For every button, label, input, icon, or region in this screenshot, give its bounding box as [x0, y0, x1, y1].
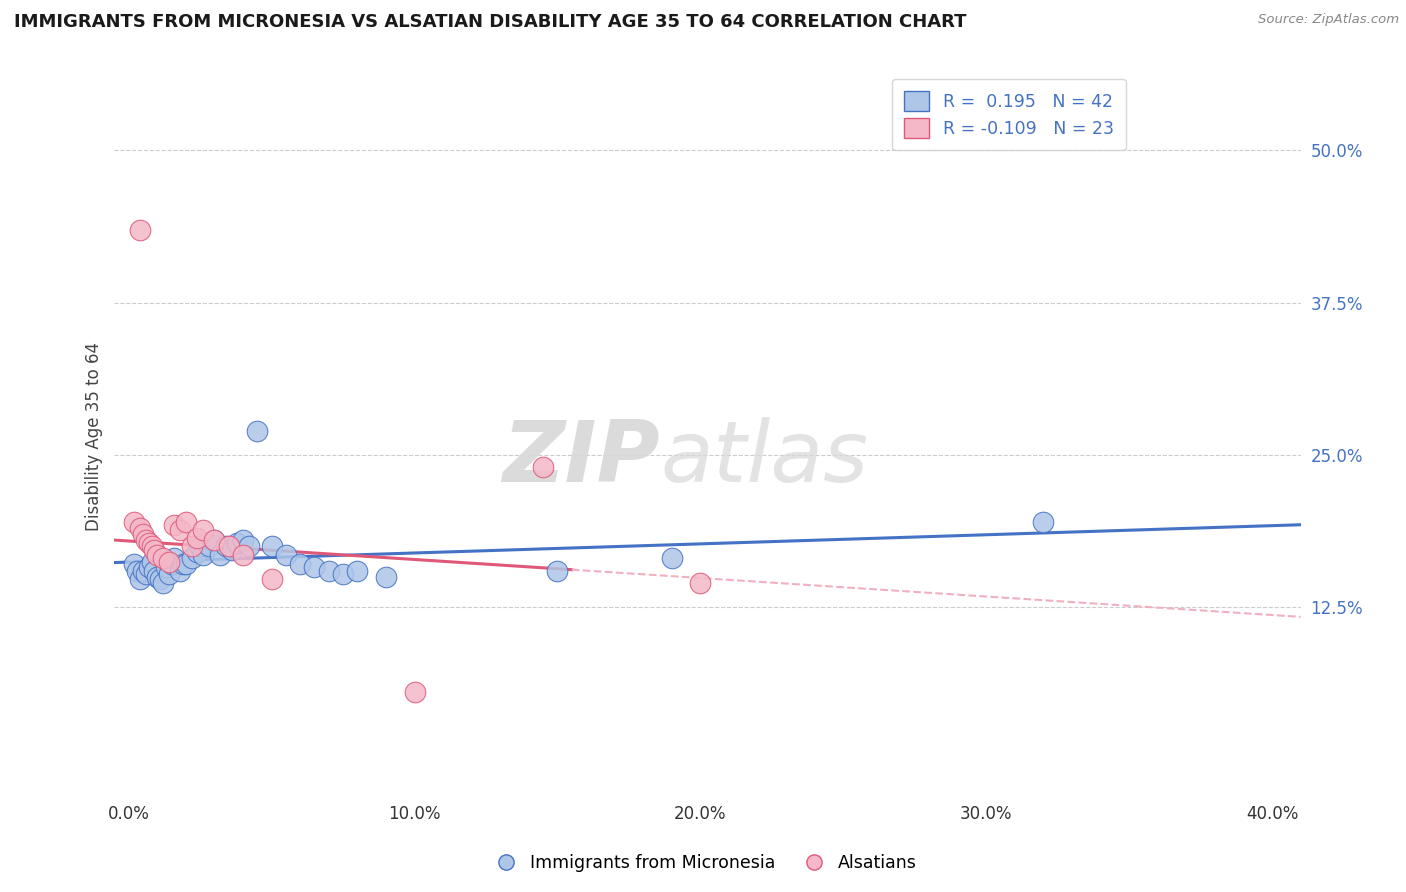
Text: Source: ZipAtlas.com: Source: ZipAtlas.com	[1258, 13, 1399, 27]
Text: IMMIGRANTS FROM MICRONESIA VS ALSATIAN DISABILITY AGE 35 TO 64 CORRELATION CHART: IMMIGRANTS FROM MICRONESIA VS ALSATIAN D…	[14, 13, 966, 31]
Point	[215, 539, 238, 553]
Point	[661, 551, 683, 566]
Point	[141, 539, 163, 553]
Point	[174, 515, 197, 529]
Point	[204, 533, 226, 547]
Point	[180, 551, 202, 566]
Point	[197, 539, 219, 553]
Point	[160, 558, 183, 572]
Text: ZIP: ZIP	[502, 417, 659, 500]
Point	[246, 424, 269, 438]
Point	[404, 685, 426, 699]
Point	[155, 560, 177, 574]
Point	[260, 572, 283, 586]
Point	[304, 560, 326, 574]
Point	[124, 515, 146, 529]
Point	[374, 569, 396, 583]
Point	[346, 564, 368, 578]
Point	[232, 548, 254, 562]
Point	[221, 542, 243, 557]
Point	[1032, 515, 1054, 529]
Point	[146, 548, 169, 562]
Point	[169, 564, 191, 578]
Point	[180, 539, 202, 553]
Legend: R =  0.195   N = 42, R = -0.109   N = 23: R = 0.195 N = 42, R = -0.109 N = 23	[893, 78, 1126, 150]
Point	[152, 575, 174, 590]
Point	[132, 564, 155, 578]
Point	[204, 533, 226, 547]
Point	[169, 524, 191, 538]
Point	[689, 575, 711, 590]
Point	[135, 567, 157, 582]
Point	[152, 551, 174, 566]
Point	[138, 535, 160, 549]
Point	[129, 521, 152, 535]
Point	[143, 564, 166, 578]
Y-axis label: Disability Age 35 to 64: Disability Age 35 to 64	[86, 343, 103, 531]
Point	[127, 564, 149, 578]
Point	[143, 542, 166, 557]
Text: atlas: atlas	[659, 417, 868, 500]
Point	[138, 560, 160, 574]
Point	[260, 539, 283, 553]
Point	[188, 539, 211, 553]
Point	[157, 555, 180, 569]
Point	[129, 572, 152, 586]
Point	[129, 222, 152, 236]
Point	[163, 551, 186, 566]
Point	[163, 518, 186, 533]
Point	[186, 531, 208, 545]
Point	[191, 524, 214, 538]
Point	[172, 558, 194, 572]
Point	[226, 535, 249, 549]
Point	[531, 460, 554, 475]
Point	[146, 569, 169, 583]
Point	[290, 558, 312, 572]
Point	[546, 564, 568, 578]
Point	[332, 567, 354, 582]
Point	[132, 527, 155, 541]
Point	[157, 567, 180, 582]
Point	[141, 555, 163, 569]
Point	[274, 548, 297, 562]
Point	[232, 533, 254, 547]
Point	[174, 558, 197, 572]
Point	[209, 548, 232, 562]
Point	[318, 564, 340, 578]
Point	[124, 558, 146, 572]
Legend: Immigrants from Micronesia, Alsatians: Immigrants from Micronesia, Alsatians	[482, 847, 924, 879]
Point	[135, 533, 157, 547]
Point	[186, 545, 208, 559]
Point	[238, 539, 260, 553]
Point	[149, 572, 172, 586]
Point	[218, 539, 240, 553]
Point	[191, 548, 214, 562]
